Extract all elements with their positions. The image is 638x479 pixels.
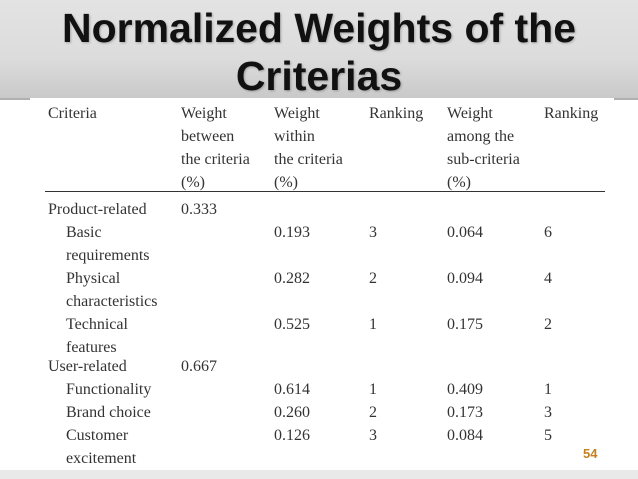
table-row-2-criteria-line-1: Basic — [66, 224, 102, 241]
table-row-3-within: 0.282 — [274, 270, 310, 287]
table-row-6-criteria-line-1: Functionality — [66, 381, 152, 398]
table-row-2-within: 0.193 — [274, 224, 310, 241]
table-row-6-rank1: 1 — [369, 381, 377, 398]
table-row-2-rank1: 3 — [369, 224, 377, 241]
table-row-7-among: 0.173 — [447, 404, 483, 421]
table-row-4-rank1: 1 — [369, 316, 377, 333]
table-row-3-rank1: 2 — [369, 270, 377, 287]
header-weight-within-line-3: the criteria — [274, 151, 343, 168]
table-row-8-among: 0.084 — [447, 427, 483, 444]
table-row-8-criteria-line-2: excitement — [66, 450, 137, 467]
table-row-1-criteria-line-1: Product-related — [48, 201, 147, 218]
slide-title: Normalized Weights of the Criterias — [0, 4, 638, 100]
table-row-4-within: 0.525 — [274, 316, 310, 333]
footer-strip — [0, 470, 638, 479]
header-ranking-among-line-1: Ranking — [544, 105, 599, 122]
header-weight-between-line-4: (%) — [181, 174, 205, 191]
table-row-2-criteria-line-2: requirements — [66, 247, 150, 264]
header-weight-between-line-2: between — [181, 128, 235, 145]
header-ranking-within-line-1: Ranking — [369, 105, 424, 122]
table-row-4-among: 0.175 — [447, 316, 483, 333]
slide-title-line-2: Criterias — [235, 53, 403, 99]
table-row-4-criteria-line-1: Technical — [66, 316, 128, 333]
header-weight-within-line-2: within — [274, 128, 315, 145]
table-row-2-among: 0.064 — [447, 224, 483, 241]
table-row-4-rank2: 2 — [544, 316, 552, 333]
header-weight-within-line-1: Weight — [274, 105, 320, 122]
header-weight-between-line-1: Weight — [181, 105, 227, 122]
table-row-7-criteria-line-1: Brand choice — [66, 404, 151, 421]
weights-table: Criteria Weight between the criteria (%) Weig… — [30, 98, 614, 470]
header-weight-among-line-1: Weight — [447, 105, 493, 122]
header-weight-among-line-2: among the — [447, 128, 515, 145]
table-row-3-criteria-line-2: characteristics — [66, 293, 158, 310]
table-row-3-rank2: 4 — [544, 270, 552, 287]
header-criteria-line-1: Criteria — [48, 105, 97, 122]
table-row-5-between: 0.667 — [181, 358, 217, 375]
header-weight-between-line-3: the criteria — [181, 151, 250, 168]
slide-number: 54 — [583, 446, 598, 461]
table-row-2-rank2: 6 — [544, 224, 552, 241]
header-weight-within-line-4: (%) — [274, 174, 298, 191]
table-row-3-among: 0.094 — [447, 270, 483, 287]
table-row-3-criteria-line-1: Physical — [66, 270, 121, 287]
table-row-7-rank1: 2 — [369, 404, 377, 421]
table-row-6-among: 0.409 — [447, 381, 483, 398]
table-row-8-rank1: 3 — [369, 427, 377, 444]
table-row-8-within: 0.126 — [274, 427, 310, 444]
slide-title-line-1: Normalized Weights of the — [61, 5, 577, 51]
header-rule — [45, 191, 605, 192]
table-row-1-between: 0.333 — [181, 201, 217, 218]
table-row-6-within: 0.614 — [274, 381, 310, 398]
table-row-7-rank2: 3 — [544, 404, 552, 421]
table-row-8-criteria-line-1: Customer — [66, 427, 129, 444]
table-row-5-criteria-line-1: User-related — [48, 358, 127, 375]
table-row-4-criteria-line-2: features — [66, 339, 117, 356]
table-row-7-within: 0.260 — [274, 404, 310, 421]
table-row-6-rank2: 1 — [544, 381, 552, 398]
table-row-8-rank2: 5 — [544, 427, 552, 444]
header-weight-among-line-3: sub-criteria — [447, 151, 520, 168]
header-weight-among-line-4: (%) — [447, 174, 471, 191]
